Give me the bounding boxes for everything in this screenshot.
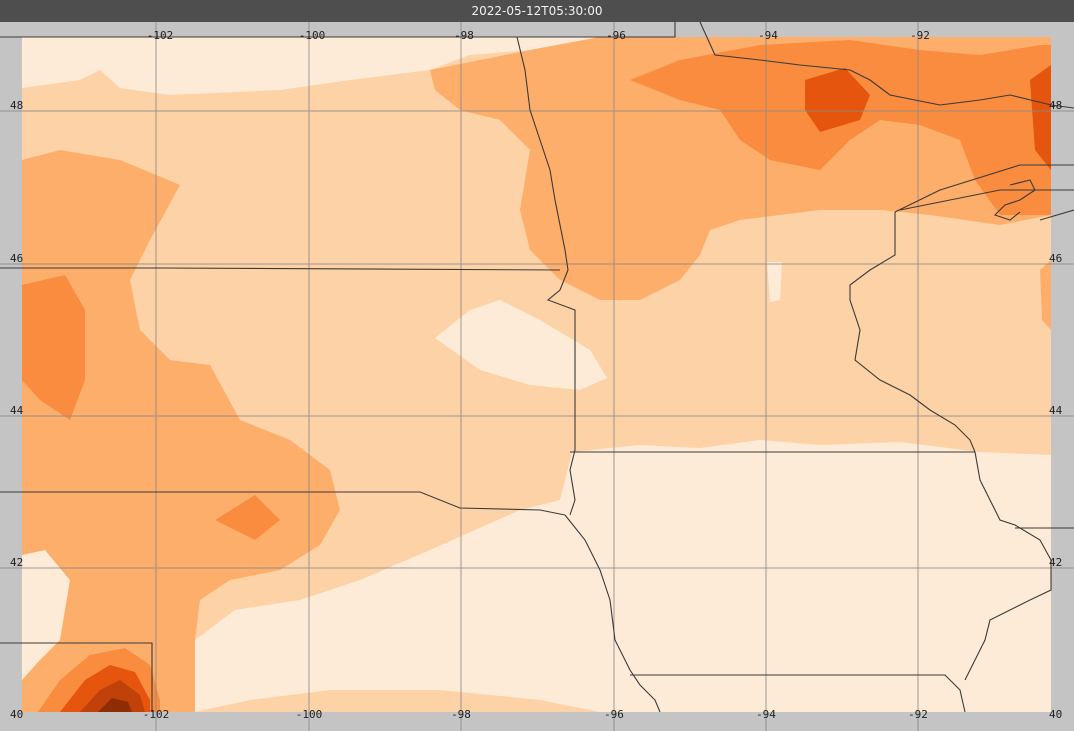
contour-level-1 <box>22 37 1051 712</box>
lon-label: -96 <box>604 708 624 721</box>
lon-label: -98 <box>451 708 471 721</box>
state-boundary <box>0 22 676 38</box>
contour-area <box>767 262 782 302</box>
map-frame <box>0 22 1074 731</box>
state-boundary <box>564 514 661 713</box>
state-boundary <box>899 189 1074 211</box>
title-bar: 2022-05-12T05:30:00 <box>0 0 1074 23</box>
longitude-labels-top: -102 -100 -98 -96 -94 -92 <box>147 29 930 42</box>
lon-label: -94 <box>758 29 778 42</box>
lon-label: -100 <box>299 29 326 42</box>
state-boundary <box>894 164 1074 213</box>
lat-label: 46 <box>1049 252 1062 265</box>
timestamp-label: 2022-05-12T05:30:00 <box>471 4 603 18</box>
contour-area <box>435 300 607 390</box>
contour-area <box>98 698 132 712</box>
lon-label: -98 <box>454 29 474 42</box>
map-canvas[interactable]: -102 -100 -98 -96 -94 -92 -102 -100 -98 … <box>0 22 1074 731</box>
graticule <box>0 22 1074 731</box>
longitude-labels-bottom: -102 -100 -98 -96 -94 -92 <box>143 708 928 721</box>
contour-area <box>805 68 870 132</box>
lat-label: 44 <box>10 404 24 417</box>
state-boundary <box>0 267 561 271</box>
shoreline <box>993 179 1036 221</box>
state-boundary <box>849 212 976 453</box>
contour-level-7 <box>98 698 132 712</box>
lat-label: 44 <box>1049 404 1063 417</box>
state-boundary <box>630 674 966 713</box>
political-boundaries <box>0 22 1074 713</box>
lat-label: 48 <box>1049 99 1062 112</box>
contour-area <box>22 275 85 420</box>
contour-area <box>22 150 340 712</box>
international-boundary <box>699 22 1074 109</box>
lat-label: 48 <box>10 99 23 112</box>
contour-area <box>22 550 70 680</box>
lon-label: -102 <box>143 708 170 721</box>
state-boundary <box>1039 209 1074 221</box>
latitude-labels-right: 48 46 44 42 40 <box>1049 99 1063 721</box>
state-boundary <box>0 491 566 516</box>
lon-label: -100 <box>296 708 323 721</box>
lat-label: 46 <box>10 252 23 265</box>
lon-label: -92 <box>908 708 928 721</box>
lat-label: 40 <box>10 708 23 721</box>
contour-area <box>630 40 1051 215</box>
lon-label: -94 <box>756 708 776 721</box>
lat-label: 42 <box>1049 556 1062 569</box>
lon-label: -96 <box>606 29 626 42</box>
state-boundary <box>964 451 1052 681</box>
latitude-labels-left: 48 46 44 42 40 <box>10 99 24 721</box>
contour-area <box>1040 260 1051 330</box>
lon-label: -92 <box>910 29 930 42</box>
state-boundary <box>516 36 576 516</box>
contour-area <box>215 495 280 540</box>
lat-label: 42 <box>10 556 23 569</box>
state-boundary <box>0 642 153 712</box>
contour-area <box>1030 65 1051 170</box>
contour-area <box>22 37 600 95</box>
lat-label: 40 <box>1049 708 1062 721</box>
lon-label: -102 <box>147 29 174 42</box>
contour-area <box>195 440 1051 712</box>
